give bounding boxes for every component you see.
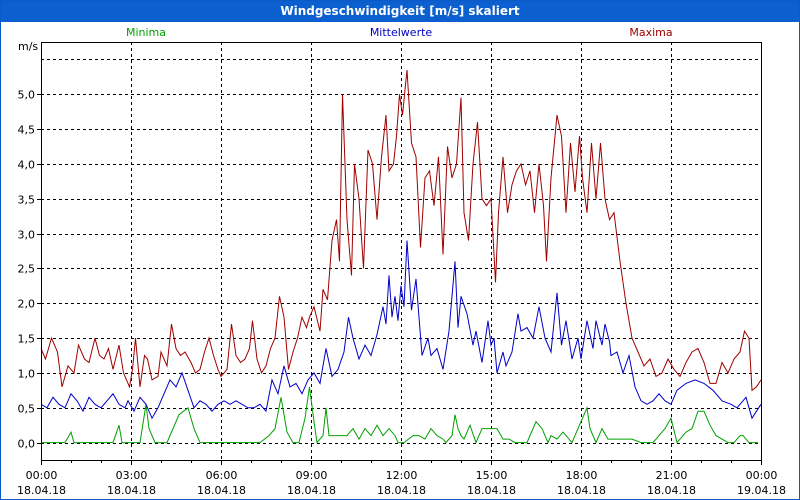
x-tick-time: 00:00 xyxy=(26,469,58,482)
x-tick-date: 18.04.18 xyxy=(17,484,66,497)
chart-title: Windgeschwindigkeit [m/s] skaliert xyxy=(1,1,799,22)
y-tick-label: 4,5 xyxy=(18,124,36,137)
x-tick-date: 18.04.18 xyxy=(557,484,606,497)
x-tick-time: 12:00 xyxy=(386,469,418,482)
x-tick-date: 18.04.18 xyxy=(287,484,336,497)
y-tick-label: 0,5 xyxy=(18,403,36,416)
legend-mittelwerte: Mittelwerte xyxy=(370,26,433,39)
x-tick-time: 00:00 xyxy=(746,469,778,482)
legend-maxima: Maxima xyxy=(629,26,672,39)
y-tick-label: 1,5 xyxy=(18,333,36,346)
y-tick-label: 3,0 xyxy=(18,229,36,242)
axes: 0,0 0,5 1,0 1,5 2,0 2,5 3,0 3,5 4,0 4,5 5,0 00:00 18… xyxy=(17,42,786,497)
x-tick-time: 21:00 xyxy=(656,469,688,482)
x-tick-date: 18.04.18 xyxy=(377,484,426,497)
x-tick-time: 09:00 xyxy=(296,469,328,482)
x-tick-date: 18.04.18 xyxy=(107,484,156,497)
x-tick-date: 18.04.18 xyxy=(467,484,516,497)
y-tick-label: 4,0 xyxy=(18,159,36,172)
y-tick-label: 2,5 xyxy=(18,263,36,276)
x-tick-date: 18.04.18 xyxy=(197,484,246,497)
x-tick-date: 18.04.18 xyxy=(647,484,696,497)
x-tick-time: 06:00 xyxy=(206,469,238,482)
legend-minima: Minima xyxy=(126,26,166,39)
grid-lines xyxy=(41,42,762,460)
series-lines xyxy=(40,69,762,444)
x-tick-time: 03:00 xyxy=(116,469,148,482)
y-tick-label: 5,0 xyxy=(18,89,36,102)
y-axis-label: m/s xyxy=(18,40,38,53)
y-tick-label: 0,0 xyxy=(18,438,36,451)
series-minima xyxy=(41,386,758,444)
x-tick-time: 15:00 xyxy=(476,469,508,482)
x-tick-date: 19.04.18 xyxy=(737,484,786,497)
series-mittelwerte xyxy=(40,240,762,420)
series-maxima xyxy=(40,69,762,392)
y-tick-label: 2,0 xyxy=(18,298,36,311)
y-tick-label: 1,0 xyxy=(18,368,36,381)
plot-frame xyxy=(41,42,762,461)
x-tick-time: 18:00 xyxy=(566,469,598,482)
y-tick-label: 3,5 xyxy=(18,194,36,207)
